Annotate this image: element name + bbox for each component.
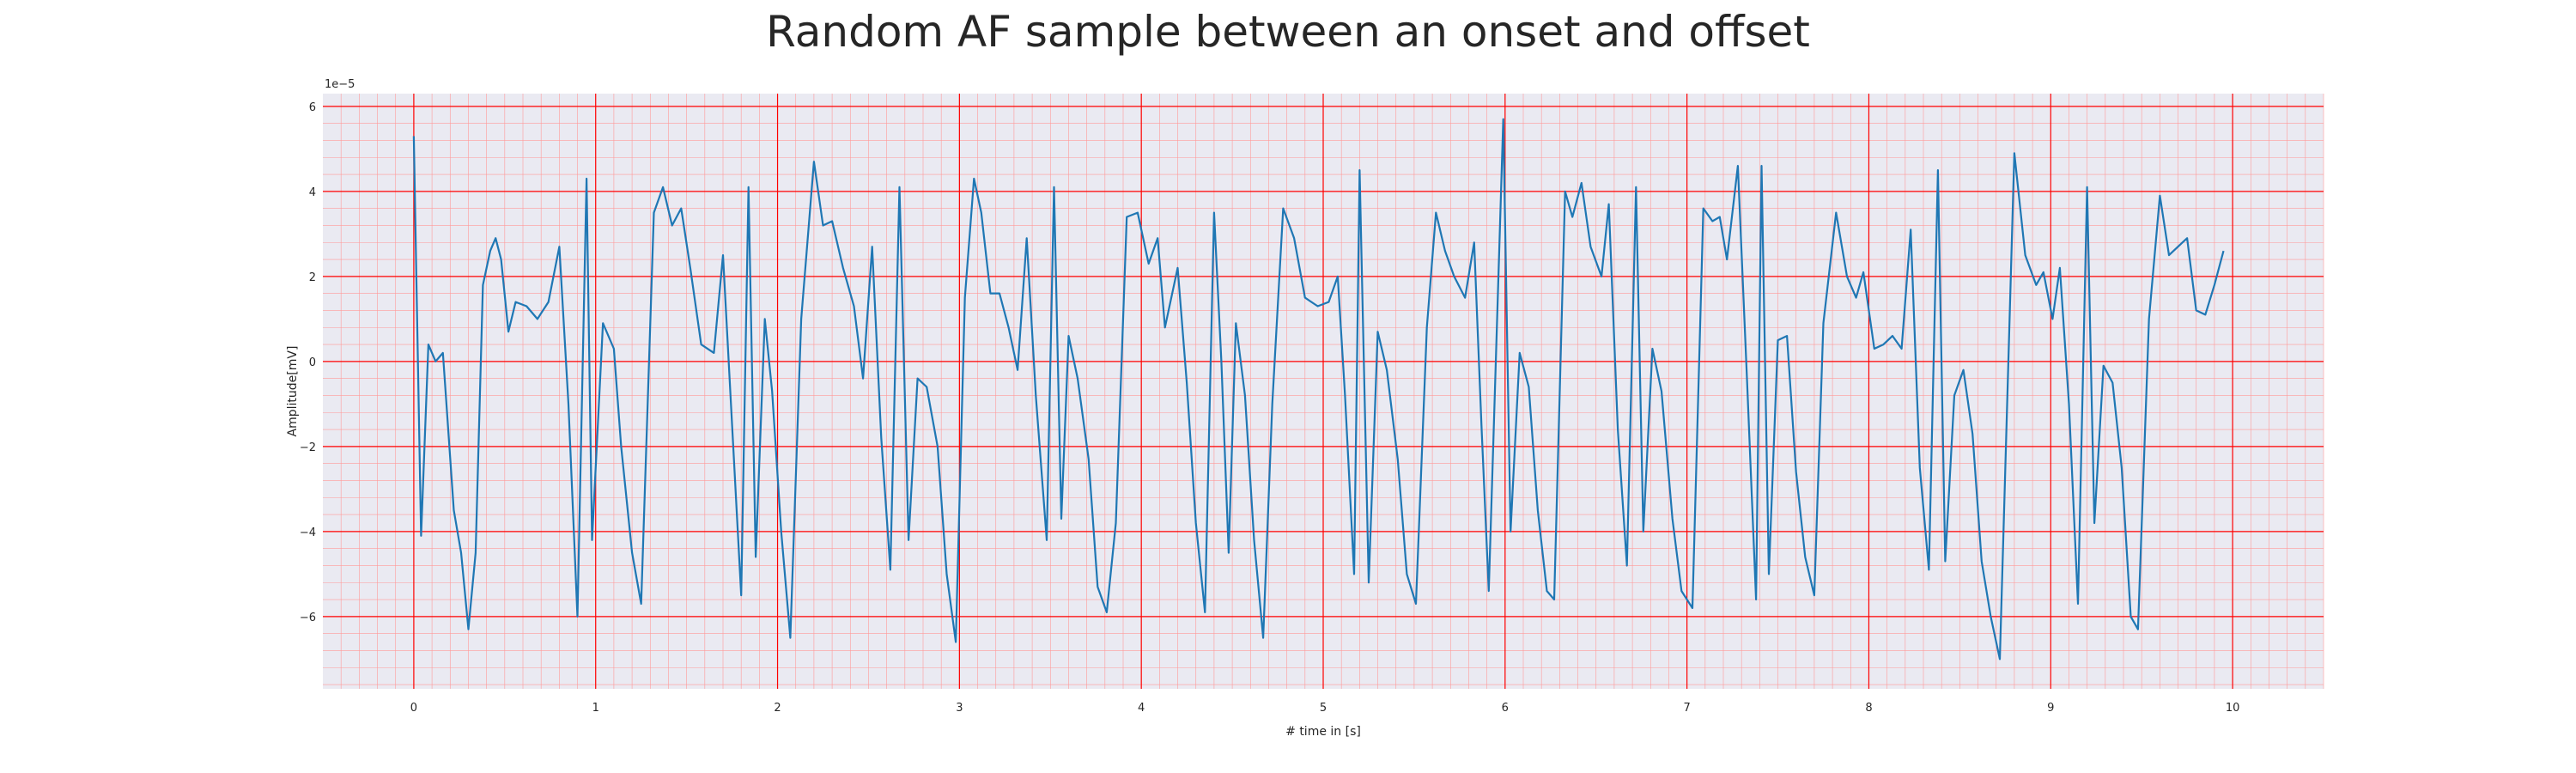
x-tick-label: 2 bbox=[774, 702, 781, 715]
y-tick-label: −2 bbox=[300, 441, 316, 454]
x-tick-label: 7 bbox=[1683, 702, 1690, 715]
y-tick-label: 6 bbox=[309, 101, 316, 114]
y-axis-label: Amplitude[mV] bbox=[286, 346, 300, 437]
series-line bbox=[412, 118, 2225, 660]
x-tick-label: 1 bbox=[592, 702, 599, 715]
x-tick-label: 10 bbox=[2226, 702, 2240, 715]
y-tick-label: 4 bbox=[309, 186, 316, 199]
y-offset-label: 1e−5 bbox=[325, 78, 355, 91]
x-tick-label: 3 bbox=[956, 702, 963, 715]
y-tick-label: 0 bbox=[309, 356, 316, 369]
x-tick-label: 6 bbox=[1502, 702, 1509, 715]
x-tick-labels: 0 1 2 3 4 5 6 7 8 9 10 bbox=[410, 702, 2240, 715]
x-tick-label: 9 bbox=[2047, 702, 2054, 715]
chart-title: Random AF sample between an onset and of… bbox=[766, 7, 1810, 57]
x-axis-label: # time in [s] bbox=[1285, 725, 1361, 739]
y-tick-label: −6 bbox=[300, 612, 316, 624]
x-tick-label: 0 bbox=[410, 702, 417, 715]
y-tick-labels: 6 4 2 0 −2 −4 −6 bbox=[300, 101, 316, 624]
major-grid bbox=[323, 94, 2324, 689]
x-tick-label: 5 bbox=[1320, 702, 1327, 715]
y-tick-label: −4 bbox=[300, 526, 316, 539]
y-tick-label: 2 bbox=[309, 271, 316, 284]
x-tick-label: 8 bbox=[1865, 702, 1872, 715]
x-tick-label: 4 bbox=[1138, 702, 1145, 715]
